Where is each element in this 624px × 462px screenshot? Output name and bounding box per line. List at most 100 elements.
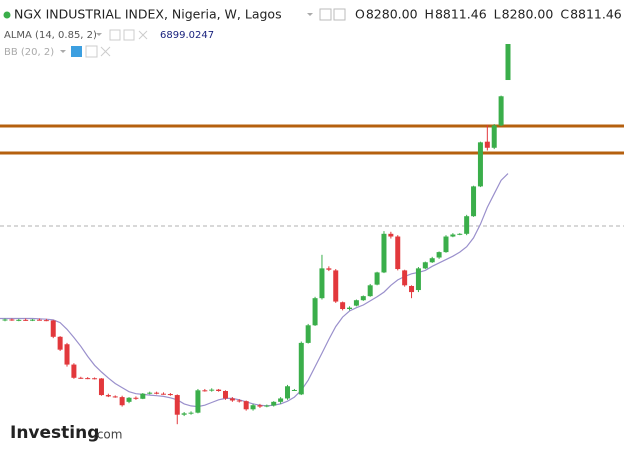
candle-body xyxy=(23,319,29,321)
candle-body xyxy=(395,236,401,270)
candle-body xyxy=(236,400,242,402)
ohlc-values: O 8280.00 H 8811.46 L 8280.00 C 8811.46 xyxy=(355,7,622,22)
ohlc-value: 8280.00 xyxy=(502,7,554,22)
candle-body xyxy=(264,405,270,407)
ohlc-value: 8811.46 xyxy=(435,7,487,22)
ohlc-value: 8280.00 xyxy=(366,7,418,22)
candle-body xyxy=(491,125,497,148)
candle-body xyxy=(436,252,442,258)
logo-brand: Investing xyxy=(10,423,99,443)
candle-body xyxy=(298,342,304,395)
close-icon[interactable] xyxy=(100,46,111,57)
candle-body xyxy=(140,393,146,399)
candle-body xyxy=(498,96,504,126)
candle-body xyxy=(250,405,256,410)
candle-body xyxy=(429,258,435,263)
candle-body xyxy=(119,397,125,406)
dropdown-arrow[interactable] xyxy=(307,13,313,16)
dropdown-arrow[interactable] xyxy=(60,50,66,53)
candle-body xyxy=(133,397,139,399)
candle-body xyxy=(347,307,353,310)
gear-icon[interactable] xyxy=(123,29,135,41)
candle-body xyxy=(57,336,63,350)
indicator-bb: BB (20, 2) xyxy=(4,47,54,58)
status-dot xyxy=(3,11,11,19)
candle-body xyxy=(181,413,187,415)
candle-body xyxy=(209,389,215,391)
candle-body xyxy=(312,298,318,326)
candle-body xyxy=(105,395,111,397)
candle-body xyxy=(464,216,470,234)
candle-body xyxy=(126,397,132,402)
candle-body xyxy=(415,268,421,291)
candle-body xyxy=(381,233,387,273)
candle-body xyxy=(195,390,201,413)
candle-body xyxy=(484,141,490,148)
candle-body xyxy=(291,389,297,391)
eye-icon[interactable] xyxy=(71,46,82,57)
candle-body xyxy=(112,396,118,398)
candle-body xyxy=(360,296,366,301)
candle-body xyxy=(243,401,249,410)
candle-body xyxy=(64,344,70,365)
gear-icon[interactable] xyxy=(85,45,98,58)
candle-body xyxy=(154,392,160,394)
candle-body xyxy=(160,393,166,395)
candle-body xyxy=(216,389,222,391)
candle-body xyxy=(188,412,194,414)
ohlc-letter: O xyxy=(355,7,365,22)
candle-body xyxy=(71,364,77,378)
candle-body xyxy=(30,319,36,321)
indicator-alma: ALMA (14, 0.85, 2) xyxy=(4,30,97,41)
candle-body xyxy=(147,392,153,394)
symbol-title: NGX INDUSTRIAL INDEX, Nigeria, W, Lagos xyxy=(14,7,282,22)
ohlc-letter: C xyxy=(560,7,569,22)
dropdown-arrow[interactable] xyxy=(96,33,102,36)
candle-body xyxy=(388,233,394,237)
candle-body xyxy=(78,377,84,379)
candle-body xyxy=(16,319,22,321)
candle-body xyxy=(402,270,408,286)
candle-body xyxy=(229,398,235,401)
candle-body xyxy=(36,319,42,321)
candle-body xyxy=(326,268,332,270)
candle-body xyxy=(271,401,277,406)
eye-icon[interactable] xyxy=(319,8,332,21)
plot-area xyxy=(0,44,624,425)
legend-header: NGX INDUSTRIAL INDEX, Nigeria, W, Lagos … xyxy=(3,7,622,58)
candle-body xyxy=(278,398,284,402)
candle-body xyxy=(333,270,339,302)
candle-body xyxy=(374,272,380,285)
candle-body xyxy=(2,319,8,321)
candle-body xyxy=(202,390,208,392)
candle-body xyxy=(319,268,325,299)
candle-body xyxy=(285,386,291,399)
candle-body xyxy=(98,378,104,396)
candle-body xyxy=(174,395,180,415)
candle-body xyxy=(9,319,15,321)
candle-body xyxy=(340,302,346,310)
candle-body xyxy=(450,234,456,237)
candle-body xyxy=(167,394,173,396)
candle-body xyxy=(353,300,359,306)
candle-body xyxy=(409,285,415,293)
candle-body xyxy=(85,378,91,380)
candle-body xyxy=(43,320,49,322)
logo: Investing .com xyxy=(10,423,122,443)
ohlc-letter: L xyxy=(494,7,501,22)
candle-body xyxy=(222,390,228,399)
candle-body xyxy=(257,405,263,407)
candle-body xyxy=(457,233,463,235)
logo-suffix: .com xyxy=(93,428,122,442)
candle-body xyxy=(367,285,373,297)
close-icon[interactable] xyxy=(138,30,148,40)
candle-body xyxy=(305,325,311,343)
candle-body xyxy=(471,186,477,217)
candle-body xyxy=(422,262,428,269)
gear-icon[interactable] xyxy=(333,8,346,21)
ohlc-value: 8811.46 xyxy=(570,7,622,22)
candle-body xyxy=(477,142,483,187)
eye-icon[interactable] xyxy=(109,29,121,41)
